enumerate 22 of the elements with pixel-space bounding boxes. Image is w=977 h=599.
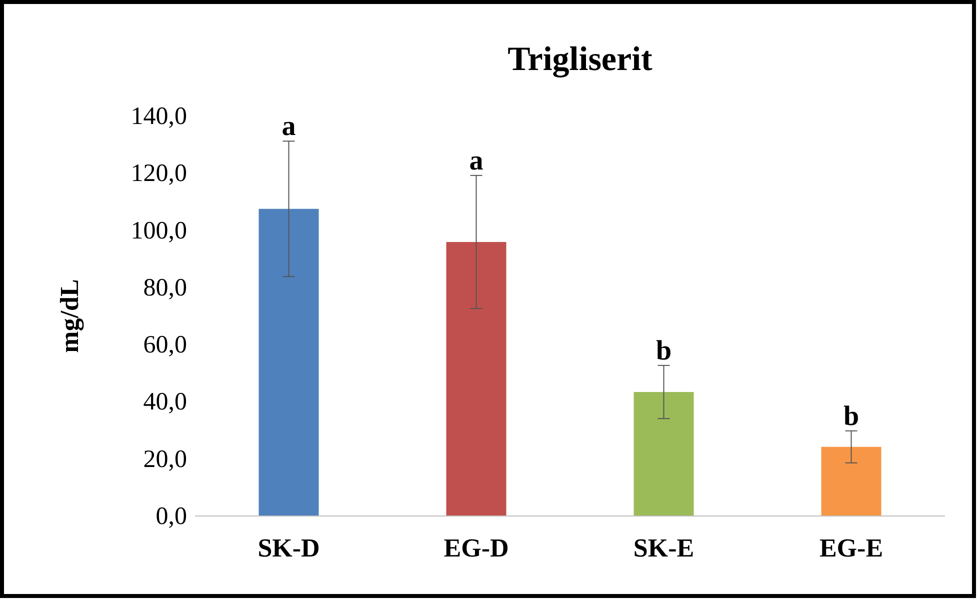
x-tick-label: SK-D [258, 533, 320, 562]
chart-title: Trigliserit [508, 41, 654, 78]
y-tick-label: 140,0 [130, 103, 187, 130]
x-tick-label: SK-E [633, 533, 694, 562]
x-tick-label: EG-E [819, 533, 884, 562]
y-tick-label: 60,0 [143, 332, 187, 359]
bar [258, 208, 319, 516]
y-tick-label: 100,0 [130, 217, 187, 244]
y-tick-label: 0,0 [156, 503, 187, 530]
y-axis-title: mg/dL [55, 279, 84, 353]
bar [446, 242, 506, 516]
y-tick-label: 20,0 [143, 446, 187, 473]
annotation: a [282, 111, 296, 142]
y-tick-label: 40,0 [143, 388, 187, 416]
annotation: b [843, 400, 860, 432]
y-tick-label: 120,0 [130, 160, 187, 188]
bar [821, 446, 882, 516]
x-tick-label: EG-D [444, 533, 509, 562]
annotation: a [469, 145, 484, 176]
y-tick-label: 80,0 [143, 274, 187, 302]
annotation: b [656, 335, 672, 366]
bar [634, 392, 694, 516]
